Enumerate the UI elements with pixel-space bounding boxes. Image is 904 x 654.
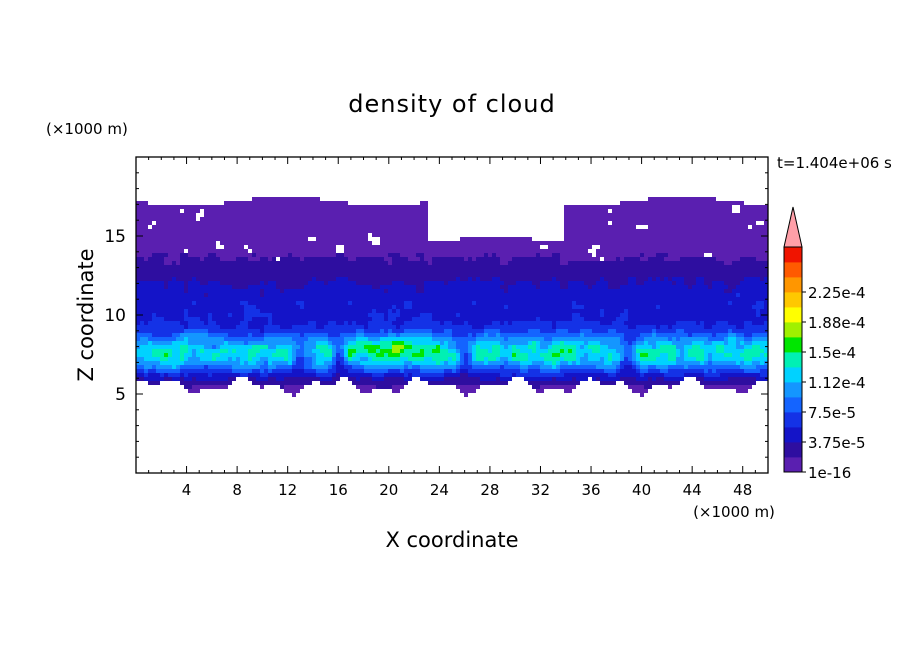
cloud-density-contours xyxy=(136,197,768,397)
colorbar-frame xyxy=(783,246,803,473)
colorbar-label: 2.25e-4 xyxy=(808,284,866,302)
x-tick-label: 40 xyxy=(632,481,651,499)
colorbar-bin xyxy=(784,457,802,473)
colorbar-bin xyxy=(784,262,802,278)
y-axis-unit: (×1000 m) xyxy=(46,120,128,138)
x-axis-ticks: 4 8 12 16 20 24 28 32 36 40 44 48 xyxy=(148,157,756,499)
x-axis-unit: (×1000 m) xyxy=(693,503,775,521)
colorbar-label: 1.12e-4 xyxy=(808,374,866,392)
x-tick-label: 28 xyxy=(480,481,499,499)
colorbar-bin xyxy=(784,322,802,338)
y-tick-label: 15 xyxy=(104,227,126,247)
x-tick-label: 8 xyxy=(232,481,242,499)
x-tick-label: 24 xyxy=(430,481,449,499)
colorbar-overflow-triangle xyxy=(783,206,803,248)
colorbar-bin xyxy=(784,352,802,368)
y-tick-label: 10 xyxy=(104,306,126,326)
colorbar-label: 1.5e-4 xyxy=(808,344,856,362)
y-tick-label: 5 xyxy=(115,385,126,405)
x-tick-label: 12 xyxy=(278,481,297,499)
colorbar-label: 1e-16 xyxy=(808,464,851,482)
colorbar-bin xyxy=(784,442,802,458)
x-tick-label: 4 xyxy=(182,481,192,499)
colorbar-bin xyxy=(784,247,802,263)
colorbar: 1e-16 3.75e-5 7.5e-5 1.12e-4 1.5e-4 1.88e-4 2.… xyxy=(783,206,866,482)
colorbar-bin xyxy=(784,337,802,353)
x-tick-label: 48 xyxy=(733,481,752,499)
colorbar-bin xyxy=(784,427,802,443)
y-axis-label: Z coordinate xyxy=(74,248,98,381)
colorbar-label: 1.88e-4 xyxy=(808,314,866,332)
chart-title: density of cloud xyxy=(348,90,555,118)
x-tick-label: 20 xyxy=(379,481,398,499)
time-label: t=1.404e+06 s xyxy=(777,154,892,172)
x-axis-label: X coordinate xyxy=(385,528,518,552)
colorbar-bin xyxy=(784,382,802,398)
x-tick-label: 32 xyxy=(531,481,550,499)
colorbar-bin xyxy=(784,397,802,413)
colorbar-bin xyxy=(784,307,802,323)
colorbar-bin xyxy=(784,292,802,308)
colorbar-label: 7.5e-5 xyxy=(808,404,856,422)
colorbar-label: 3.75e-5 xyxy=(808,434,866,452)
x-tick-label: 16 xyxy=(329,481,348,499)
y-axis-ticks: 5 10 15 xyxy=(104,172,768,458)
x-tick-label: 44 xyxy=(683,481,702,499)
colorbar-bin xyxy=(784,367,802,383)
colorbar-bin xyxy=(784,412,802,428)
colorbar-bin xyxy=(784,277,802,293)
x-tick-label: 36 xyxy=(581,481,600,499)
